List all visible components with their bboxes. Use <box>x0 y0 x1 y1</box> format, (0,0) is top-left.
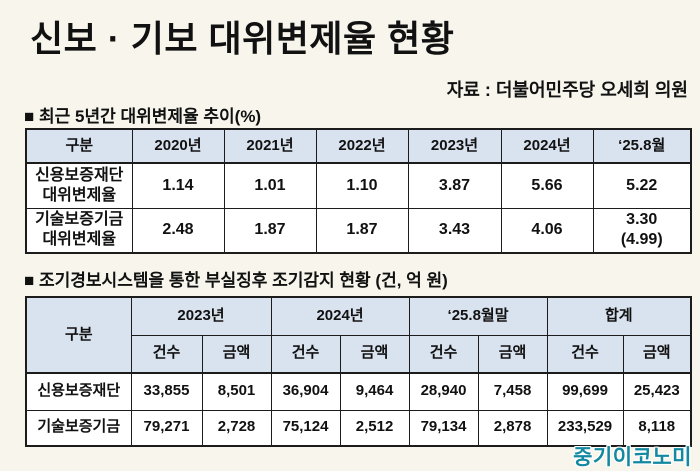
row-label: 신용보증재단 대위변제율 <box>25 162 133 209</box>
table1-header-row: 구분 2020년 2021년 2022년 2023년 2024년 ‘25.8월 <box>25 128 692 164</box>
subheader-amount: 금액 <box>201 334 272 374</box>
cell: 75,124 <box>270 409 341 447</box>
table2-header-gubun: 구분 <box>25 296 132 374</box>
subheader-count: 건수 <box>270 334 341 374</box>
cell: 7,458 <box>477 372 548 411</box>
cell: 28,940 <box>408 372 479 411</box>
cell: 8,501 <box>201 372 272 411</box>
subheader-amount: 금액 <box>477 334 548 374</box>
table2-sub-header-row: 건수 금액 건수 금액 건수 금액 건수 금액 <box>26 334 692 374</box>
cell: 25,423 <box>622 372 692 411</box>
cell: 3.87 <box>407 162 502 209</box>
table-row-sinbo-detect: 신용보증재단 33,855 8,501 36,904 9,464 28,940 … <box>25 372 692 411</box>
section1-heading: ■ 최근 5년간 대위변제율 추이(%) <box>24 107 262 126</box>
cell: 79,134 <box>408 409 479 447</box>
cell: 2,512 <box>339 409 410 447</box>
subrogation-rate-table: 구분 2020년 2021년 2022년 2023년 2024년 ‘25.8월 … <box>25 128 692 254</box>
cell: 1.01 <box>223 162 317 209</box>
table1-header-2022: 2022년 <box>315 128 409 164</box>
table1-header-2025aug: ‘25.8월 <box>592 128 692 164</box>
table-row-gibo-detect: 기술보증기금 79,271 2,728 75,124 2,512 79,134 … <box>25 409 692 447</box>
cell: 33,855 <box>130 372 203 411</box>
cell: 36,904 <box>270 372 341 411</box>
subheader-amount: 금액 <box>622 334 692 374</box>
table1-header-2020: 2020년 <box>131 128 225 164</box>
cell: 2,878 <box>477 409 548 447</box>
subheader-count: 건수 <box>130 334 203 374</box>
subheader-amount: 금액 <box>339 334 410 374</box>
subheader-count: 건수 <box>408 334 479 374</box>
row-label: 기술보증기금 대위변제율 <box>25 207 133 254</box>
row-label: 신용보증재단 <box>25 372 132 411</box>
table2-group-2023: 2023년 <box>130 296 272 336</box>
table1-header-2023: 2023년 <box>407 128 502 164</box>
cell: 1.10 <box>315 162 409 209</box>
cell: 8,118 <box>622 409 692 447</box>
row-label: 기술보증기금 <box>25 409 132 447</box>
cell: 1.87 <box>223 207 317 254</box>
table1-header-2021: 2021년 <box>223 128 317 164</box>
cell: 2,728 <box>201 409 272 447</box>
table2-group-header-row: 구분 2023년 2024년 ‘25.8월말 합계 <box>25 296 692 374</box>
page-title: 신보 · 기보 대위변제율 현황 <box>30 18 455 59</box>
publisher-watermark: 중기이코노미 <box>573 446 692 469</box>
cell: 3.30 (4.99) <box>592 207 692 254</box>
table-row-sinbo-rate: 신용보증재단 대위변제율 1.14 1.01 1.10 3.87 5.66 5.… <box>25 162 692 209</box>
cell: 5.22 <box>592 162 692 209</box>
table2-group-2025aug: ‘25.8월말 <box>408 296 548 336</box>
cell: 9,464 <box>339 372 410 411</box>
cell: 99,699 <box>546 372 624 411</box>
cell: 3.43 <box>407 207 502 254</box>
cell: 1.14 <box>131 162 225 209</box>
table2-group-total: 합계 <box>546 296 692 336</box>
table1-header-gubun: 구분 <box>25 128 133 164</box>
source-credit: 자료 : 더불어민주당 오세희 의원 <box>446 80 688 100</box>
subheader-count: 건수 <box>546 334 624 374</box>
table2-group-2024: 2024년 <box>270 296 410 336</box>
cell: 2.48 <box>131 207 225 254</box>
early-warning-table: 구분 2023년 2024년 ‘25.8월말 합계 건수 금액 건수 금액 건수… <box>25 296 693 447</box>
cell: 1.87 <box>315 207 409 254</box>
cell: 4.06 <box>500 207 594 254</box>
cell: 79,271 <box>130 409 203 447</box>
section2-heading: ■ 조기경보시스템을 통한 부실징후 조기감지 현황 (건, 억 원) <box>24 271 448 290</box>
table-row-gibo-rate: 기술보증기금 대위변제율 2.48 1.87 1.87 3.43 4.06 3.… <box>25 207 692 254</box>
table1-header-2024: 2024년 <box>500 128 594 164</box>
cell: 5.66 <box>500 162 594 209</box>
